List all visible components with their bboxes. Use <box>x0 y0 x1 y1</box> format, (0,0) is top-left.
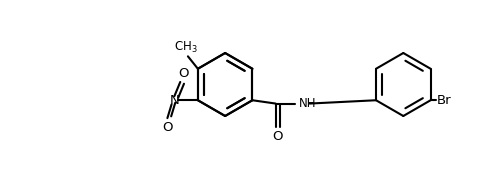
Text: CH$_3$: CH$_3$ <box>174 40 198 55</box>
Text: O: O <box>162 121 172 134</box>
Text: O: O <box>178 67 189 80</box>
Text: O: O <box>272 130 283 143</box>
Text: Br: Br <box>436 94 451 107</box>
Text: NH: NH <box>299 97 316 110</box>
Text: N: N <box>170 94 179 107</box>
